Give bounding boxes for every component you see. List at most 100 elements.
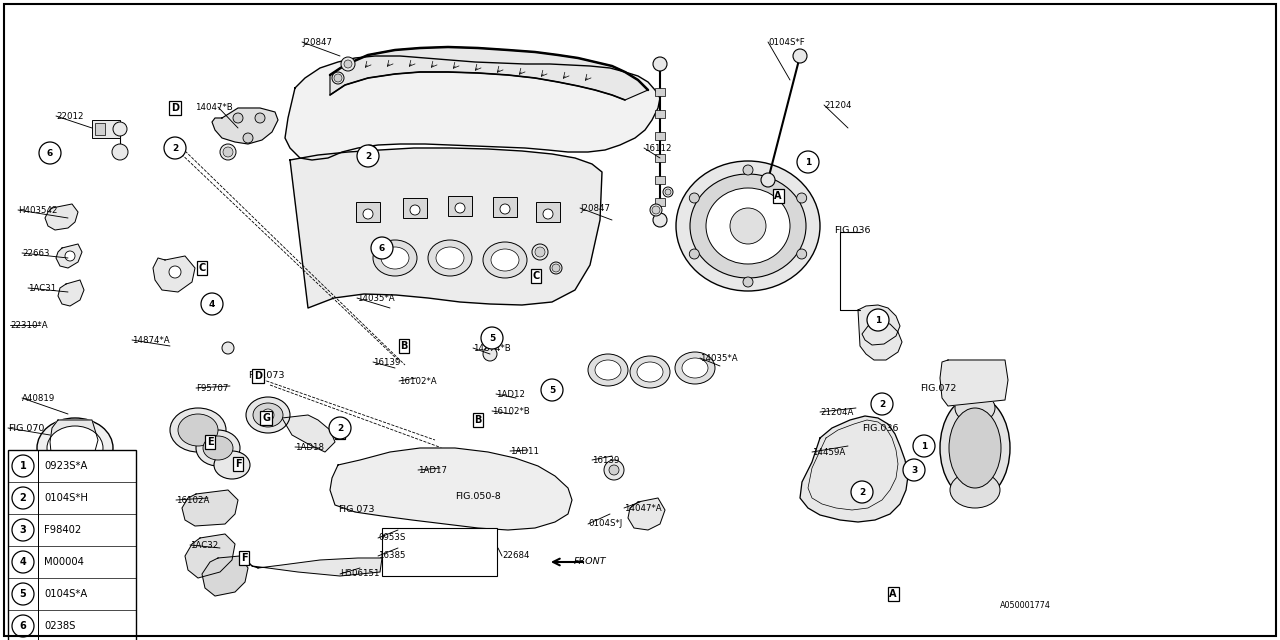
Circle shape xyxy=(851,481,873,503)
Text: 16102A: 16102A xyxy=(177,495,210,504)
Text: 16102*A: 16102*A xyxy=(399,376,436,385)
Circle shape xyxy=(730,208,765,244)
Circle shape xyxy=(690,249,699,259)
Text: 1AD17: 1AD17 xyxy=(419,465,447,474)
Bar xyxy=(8,450,136,640)
Ellipse shape xyxy=(682,358,708,378)
Text: FIG.050-8: FIG.050-8 xyxy=(454,492,500,500)
Text: 1: 1 xyxy=(19,461,27,471)
Text: 0238S: 0238S xyxy=(44,621,76,631)
Circle shape xyxy=(38,142,61,164)
Text: 5: 5 xyxy=(549,385,556,394)
Text: F: F xyxy=(241,553,247,563)
Text: 22684: 22684 xyxy=(502,552,530,561)
Text: 2: 2 xyxy=(859,488,865,497)
Circle shape xyxy=(334,74,342,82)
Text: 22012: 22012 xyxy=(56,111,83,120)
Polygon shape xyxy=(248,558,381,576)
Ellipse shape xyxy=(675,352,716,384)
Polygon shape xyxy=(330,47,648,100)
Ellipse shape xyxy=(214,451,250,479)
Text: 3: 3 xyxy=(19,525,27,535)
Text: H506151: H506151 xyxy=(340,570,379,579)
Circle shape xyxy=(650,204,662,216)
Text: 4: 4 xyxy=(209,300,215,308)
Circle shape xyxy=(12,551,35,573)
Bar xyxy=(95,123,105,135)
Bar xyxy=(92,120,120,138)
Ellipse shape xyxy=(707,188,790,264)
Polygon shape xyxy=(212,108,278,144)
Bar xyxy=(655,176,666,184)
Circle shape xyxy=(329,417,351,439)
Text: 14047*A: 14047*A xyxy=(625,504,662,513)
Text: F98402: F98402 xyxy=(44,525,81,535)
Text: 1AC32: 1AC32 xyxy=(189,541,219,550)
Polygon shape xyxy=(56,244,82,268)
Circle shape xyxy=(169,266,180,278)
Text: 2: 2 xyxy=(879,399,886,408)
Text: 6: 6 xyxy=(379,243,385,253)
Circle shape xyxy=(364,209,372,219)
Ellipse shape xyxy=(940,396,1010,500)
Polygon shape xyxy=(940,360,1009,406)
Text: FRONT: FRONT xyxy=(573,557,607,566)
Text: B: B xyxy=(475,415,481,425)
Circle shape xyxy=(532,244,548,260)
Text: D: D xyxy=(172,103,179,113)
Text: E: E xyxy=(337,427,343,437)
Circle shape xyxy=(867,309,890,331)
Polygon shape xyxy=(282,415,335,452)
Ellipse shape xyxy=(204,436,233,460)
Ellipse shape xyxy=(196,430,241,466)
Text: E: E xyxy=(206,437,214,447)
Circle shape xyxy=(742,277,753,287)
Circle shape xyxy=(541,379,563,401)
Ellipse shape xyxy=(595,360,621,380)
Text: J20847: J20847 xyxy=(302,38,332,47)
Text: 14035*A: 14035*A xyxy=(357,294,394,303)
Circle shape xyxy=(233,113,243,123)
Ellipse shape xyxy=(428,240,472,276)
Ellipse shape xyxy=(690,174,806,278)
Circle shape xyxy=(913,435,934,457)
Circle shape xyxy=(652,206,660,214)
Text: 2: 2 xyxy=(19,493,27,503)
Text: 16112: 16112 xyxy=(644,143,672,152)
Circle shape xyxy=(794,49,806,63)
Circle shape xyxy=(12,583,35,605)
Circle shape xyxy=(164,137,186,159)
Polygon shape xyxy=(628,498,666,530)
Circle shape xyxy=(332,72,344,84)
Ellipse shape xyxy=(630,356,669,388)
Polygon shape xyxy=(58,280,84,306)
Text: 16139: 16139 xyxy=(593,456,620,465)
Ellipse shape xyxy=(637,362,663,382)
Text: 6: 6 xyxy=(47,148,54,157)
Circle shape xyxy=(113,144,128,160)
Text: FIG.036: FIG.036 xyxy=(861,424,899,433)
Circle shape xyxy=(357,145,379,167)
Ellipse shape xyxy=(676,161,820,291)
Circle shape xyxy=(371,237,393,259)
Text: 1: 1 xyxy=(920,442,927,451)
Text: 22663: 22663 xyxy=(22,248,50,257)
Ellipse shape xyxy=(178,414,218,446)
Circle shape xyxy=(12,455,35,477)
Text: 14047*B: 14047*B xyxy=(195,102,233,111)
Polygon shape xyxy=(291,148,602,308)
Circle shape xyxy=(12,519,35,541)
Circle shape xyxy=(796,249,806,259)
Text: 1: 1 xyxy=(805,157,812,166)
Polygon shape xyxy=(858,305,902,360)
Circle shape xyxy=(243,133,253,143)
Circle shape xyxy=(201,293,223,315)
Ellipse shape xyxy=(37,418,113,478)
Text: M00004: M00004 xyxy=(44,557,84,567)
Text: 5: 5 xyxy=(19,589,27,599)
Text: 16102*B: 16102*B xyxy=(492,406,530,415)
Ellipse shape xyxy=(588,354,628,386)
Text: FIG.072: FIG.072 xyxy=(920,383,956,392)
Bar xyxy=(655,132,666,140)
Bar xyxy=(381,528,497,576)
